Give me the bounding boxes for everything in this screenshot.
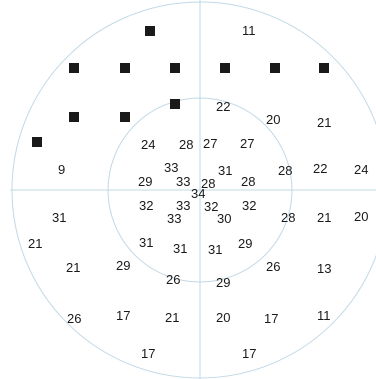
defect-marker	[145, 26, 155, 36]
threshold-value: 20	[354, 209, 368, 224]
threshold-value: 28	[281, 210, 295, 225]
threshold-value: 24	[354, 162, 368, 177]
defect-marker	[120, 63, 130, 73]
threshold-value: 28	[179, 137, 193, 152]
threshold-value: 33	[164, 160, 178, 175]
threshold-value: 29	[138, 174, 152, 189]
threshold-value: 28	[201, 176, 215, 191]
threshold-value: 21	[165, 310, 179, 325]
threshold-value: 20	[266, 112, 280, 127]
threshold-value: 32	[139, 198, 153, 213]
threshold-value: 32	[242, 198, 256, 213]
threshold-value: 28	[278, 163, 292, 178]
threshold-value: 31	[52, 210, 66, 225]
threshold-value: 17	[264, 311, 278, 326]
threshold-value: 26	[67, 311, 81, 326]
threshold-value: 31	[208, 242, 222, 257]
defect-marker	[319, 63, 329, 73]
defect-marker	[170, 99, 180, 109]
threshold-value: 9	[58, 162, 65, 177]
threshold-value: 29	[216, 275, 230, 290]
defect-markers	[32, 26, 329, 147]
threshold-value: 26	[166, 272, 180, 287]
defect-marker	[32, 137, 42, 147]
threshold-value: 28	[241, 174, 255, 189]
threshold-value: 31	[173, 241, 187, 256]
defect-marker	[120, 112, 130, 122]
threshold-value: 29	[116, 258, 130, 273]
threshold-value: 30	[217, 211, 231, 226]
defect-marker	[220, 63, 230, 73]
threshold-value: 31	[218, 163, 232, 178]
threshold-value: 33	[176, 198, 190, 213]
threshold-value: 17	[116, 308, 130, 323]
threshold-value: 11	[242, 23, 256, 38]
threshold-value: 34	[191, 186, 205, 201]
threshold-value: 17	[141, 346, 155, 361]
threshold-value: 27	[240, 136, 254, 151]
defect-marker	[270, 63, 280, 73]
defect-marker	[170, 63, 180, 73]
threshold-value: 13	[317, 261, 331, 276]
defect-marker	[69, 63, 79, 73]
threshold-value: 33	[176, 174, 190, 189]
threshold-value: 21	[66, 260, 80, 275]
threshold-value: 24	[141, 137, 155, 152]
threshold-value: 20	[216, 310, 230, 325]
threshold-values: 11 22 20 21 24 28 27 27 9 33 31 28 22 24…	[28, 23, 368, 361]
threshold-value: 22	[216, 99, 230, 114]
threshold-value: 21	[28, 236, 42, 251]
threshold-value: 21	[317, 210, 331, 225]
threshold-value: 33	[167, 211, 181, 226]
threshold-value: 29	[238, 236, 252, 251]
threshold-value: 21	[317, 115, 331, 130]
defect-marker	[69, 112, 79, 122]
threshold-value: 26	[266, 259, 280, 274]
threshold-value: 22	[313, 161, 327, 176]
threshold-value: 32	[204, 199, 218, 214]
threshold-value: 31	[139, 235, 153, 250]
threshold-value: 17	[242, 346, 256, 361]
threshold-value: 27	[203, 136, 217, 151]
threshold-value: 11	[317, 308, 331, 323]
